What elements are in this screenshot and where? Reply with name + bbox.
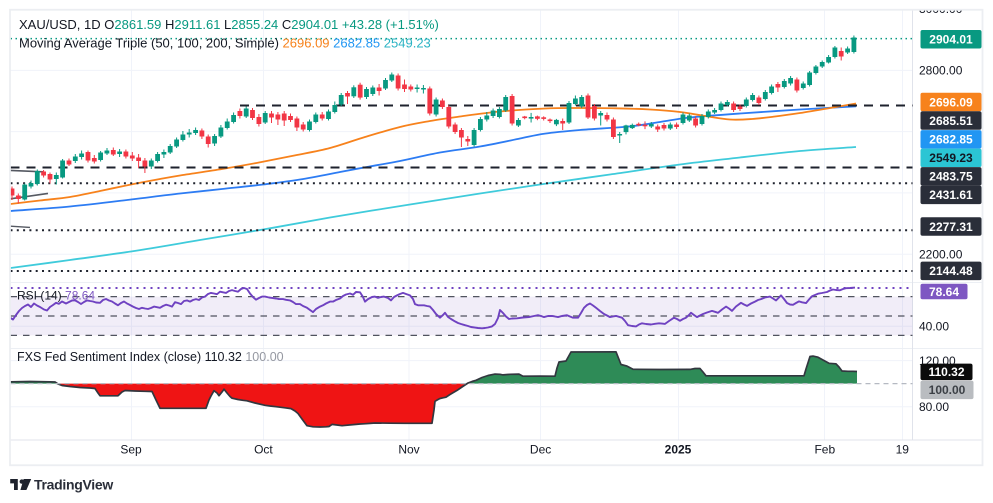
- svg-text:40.00: 40.00: [919, 320, 949, 334]
- svg-text:19: 19: [896, 443, 910, 457]
- svg-text:2685.51: 2685.51: [929, 114, 973, 128]
- svg-text:3000.00: 3000.00: [919, 2, 963, 16]
- svg-text:2025: 2025: [665, 443, 692, 457]
- svg-text:TradingView: TradingView: [34, 477, 113, 493]
- svg-text:2144.48: 2144.48: [929, 264, 973, 278]
- svg-text:100.00: 100.00: [929, 383, 966, 397]
- svg-text:2800.00: 2800.00: [919, 64, 963, 78]
- svg-text:Sep: Sep: [120, 443, 142, 457]
- svg-text:2682.85: 2682.85: [929, 133, 973, 147]
- svg-text:2549.23: 2549.23: [929, 151, 973, 165]
- svg-text:78.64: 78.64: [929, 285, 959, 299]
- svg-text:110.32: 110.32: [928, 365, 964, 379]
- svg-text:80.00: 80.00: [919, 400, 949, 414]
- svg-text:RSI (14) 78.64: RSI (14) 78.64: [17, 289, 95, 303]
- svg-text:2696.09: 2696.09: [929, 95, 973, 109]
- svg-text:FXS Fed Sentiment Index (close: FXS Fed Sentiment Index (close) 110.32 1…: [17, 350, 284, 364]
- svg-text:2277.31: 2277.31: [929, 220, 973, 234]
- svg-text:Oct: Oct: [254, 443, 273, 457]
- svg-text:Dec: Dec: [530, 443, 551, 457]
- svg-text:2904.01: 2904.01: [929, 33, 973, 47]
- svg-text:2431.61: 2431.61: [929, 188, 973, 202]
- svg-text:Moving Average Triple (50, 100: Moving Average Triple (50, 100, 200, Sim…: [19, 36, 431, 51]
- svg-text:XAU/USD, 1D O2861.59 H2911.6: XAU/USD, 1D O2861.59 H2911.61 L2855.24 C…: [19, 17, 439, 32]
- svg-text:Nov: Nov: [398, 443, 419, 457]
- svg-text:2200.00: 2200.00: [919, 248, 963, 262]
- svg-text:Feb: Feb: [814, 443, 835, 457]
- svg-text:2483.75: 2483.75: [929, 170, 973, 184]
